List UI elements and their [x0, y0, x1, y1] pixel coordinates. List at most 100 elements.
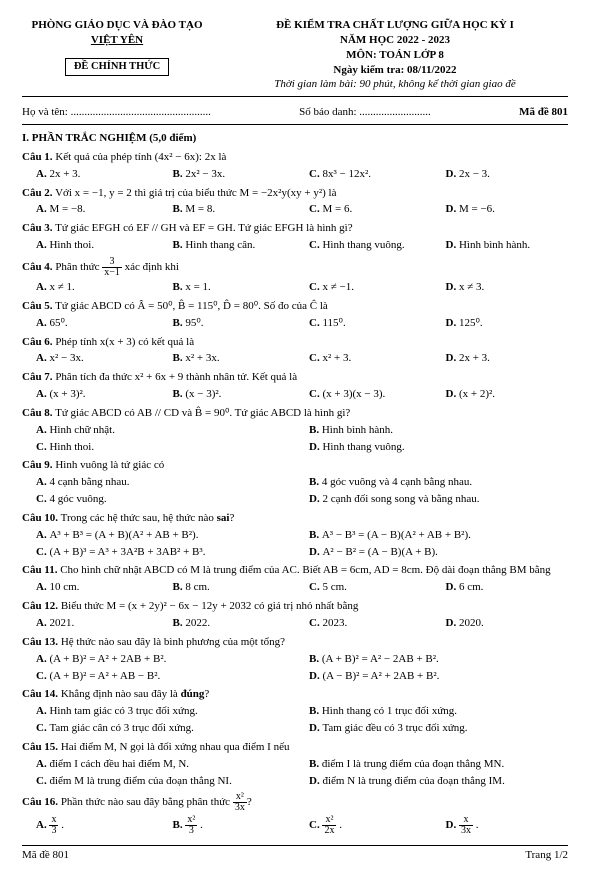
q2-options: A. M = −8. B. M = 8. C. M = 6. D. M = −6… [22, 201, 568, 218]
q12-a: A. 2021. [22, 615, 159, 632]
q6-a: A. x² − 3x. [22, 350, 159, 367]
subject-line: MÔN: TOÁN LỚP 8 [222, 48, 568, 63]
district-line: VIỆT YÊN [22, 33, 212, 48]
q10-stem-post: ? [229, 512, 234, 524]
q13-stem: Hệ thức nào sau đây là bình phương của m… [58, 636, 285, 648]
q4-b: B. x = 1. [159, 279, 296, 296]
q11-b: B. 8 cm. [159, 579, 296, 596]
q11-label: Câu 11. [22, 564, 57, 576]
q14-a: A. Hình tam giác có 3 trục đối xứng. [22, 703, 295, 720]
q5-options: A. 65⁰. B. 95⁰. C. 115⁰. D. 125⁰. [22, 315, 568, 332]
q9-c: C. 4 góc vuông. [22, 491, 295, 508]
q8-options: A. Hình chữ nhật. B. Hình bình hành. C. … [22, 422, 568, 456]
q2-label: Câu 2. [22, 187, 53, 199]
q10-c: C. (A + B)³ = A³ + 3A²B + 3AB² + B³. [22, 544, 295, 561]
q13-label: Câu 13. [22, 636, 58, 648]
q15-stem: Hai điểm M, N gọi là đối xứng nhau qua đ… [58, 741, 289, 753]
q12-c: C. 2023. [295, 615, 432, 632]
question-11: Câu 11. Cho hình chữ nhật ABCD có M là t… [22, 563, 568, 578]
q7-b: B. (x − 3)². [159, 386, 296, 403]
q1-c: C. 8x³ − 12x². [295, 166, 432, 183]
q7-label: Câu 7. [22, 371, 53, 383]
q6-stem: Phép tính x(x + 3) có kết quả là [53, 336, 195, 348]
q4-d: D. x ≠ 3. [432, 279, 569, 296]
q5-b: B. 95⁰. [159, 315, 296, 332]
q7-stem: Phân tích đa thức x² + 6x + 9 thành nhân… [53, 371, 298, 383]
q14-d: D. Tam giác đều có 3 trục đối xứng. [295, 720, 568, 737]
exam-code: Mã đề 801 [519, 105, 568, 120]
question-4: Câu 4. Phân thức 3x−1 xác định khi [22, 257, 568, 278]
footer-page: Trang 1/2 [525, 848, 568, 863]
q3-c: C. Hình thang vuông. [295, 237, 432, 254]
q16-stem-pre: Phần thức nào sau đây bằng phân thức [58, 796, 233, 808]
q10-label: Câu 10. [22, 512, 58, 524]
q5-c: C. 115⁰. [295, 315, 432, 332]
name-row: Họ và tên: .............................… [22, 105, 568, 120]
q14-c: C. Tam giác cân có 3 trục đối xứng. [22, 720, 295, 737]
q16-frac: x²3x [233, 792, 247, 813]
q9-a: A. 4 cạnh bằng nhau. [22, 474, 295, 491]
name-field: Họ và tên: .............................… [22, 105, 211, 120]
dept-line: PHÒNG GIÁO DỤC VÀ ĐÀO TẠO [22, 18, 212, 33]
q1-d: D. 2x − 3. [432, 166, 569, 183]
q3-b: B. Hình thang cân. [159, 237, 296, 254]
q8-d: D. Hình thang vuông. [295, 439, 568, 456]
divider [22, 96, 568, 97]
q13-d: D. (A − B)² = A² + 2AB + B². [295, 668, 568, 685]
section-1-title: I. PHẦN TRẮC NGHIỆM (5,0 điểm) [22, 131, 568, 146]
q1-options: A. 2x + 3. B. 2x² − 3x. C. 8x³ − 12x². D… [22, 166, 568, 183]
q11-stem: Cho hình chữ nhật ABCD có M là trung điể… [57, 564, 550, 576]
q12-d: D. 2020. [432, 615, 569, 632]
id-field: Số báo danh: .......................... [299, 105, 431, 120]
q13-b: B. (A + B)² = A² − 2AB + B². [295, 651, 568, 668]
q13-c: C. (A + B)² = A² + AB − B². [22, 668, 295, 685]
q11-c: C. 5 cm. [295, 579, 432, 596]
q6-label: Câu 6. [22, 336, 53, 348]
q5-stem: Tứ giác ABCD có Â = 50⁰, B̂ = 115⁰, D̂ =… [53, 300, 328, 312]
q5-a: A. 65⁰. [22, 315, 159, 332]
question-6: Câu 6. Phép tính x(x + 3) có kết quả là [22, 335, 568, 350]
q15-c: C. điểm M là trung điểm của đoạn thẳng N… [22, 773, 295, 790]
q7-c: C. (x + 3)(x − 3). [295, 386, 432, 403]
q8-label: Câu 8. [22, 407, 53, 419]
q13-options: A. (A + B)² = A² + 2AB + B². B. (A + B)²… [22, 651, 568, 685]
q2-c: C. M = 6. [295, 201, 432, 218]
q7-options: A. (x + 3)². B. (x − 3)². C. (x + 3)(x −… [22, 386, 568, 403]
q9-d: D. 2 cạnh đối song song và bằng nhau. [295, 491, 568, 508]
q12-options: A. 2021. B. 2022. C. 2023. D. 2020. [22, 615, 568, 632]
q2-a: A. M = −8. [22, 201, 159, 218]
q15-b: B. điểm I là trung điểm của đoạn thẳng M… [295, 756, 568, 773]
page-footer: Mã đề 801 Trang 1/2 [22, 845, 568, 863]
exam-title: ĐỀ KIỂM TRA CHẤT LƯỢNG GIỮA HỌC KỲ I [222, 18, 568, 33]
question-7: Câu 7. Phân tích đa thức x² + 6x + 9 thà… [22, 370, 568, 385]
question-8: Câu 8. Tứ giác ABCD có AB // CD và B̂ = … [22, 406, 568, 421]
header-left: PHÒNG GIÁO DỤC VÀ ĐÀO TẠO VIỆT YÊN ĐỀ CH… [22, 18, 212, 92]
q10-bold: sai [217, 512, 230, 524]
q16-a: A. x3 . [22, 814, 159, 837]
q3-d: D. Hình bình hành. [432, 237, 569, 254]
q10-stem-pre: Trong các hệ thức sau, hệ thức nào [58, 512, 217, 524]
question-9: Câu 9. Hình vuông là tứ giác có [22, 458, 568, 473]
q11-options: A. 10 cm. B. 8 cm. C. 5 cm. D. 6 cm. [22, 579, 568, 596]
q4-a: A. x ≠ 1. [22, 279, 159, 296]
q3-options: A. Hình thoi. B. Hình thang cân. C. Hình… [22, 237, 568, 254]
question-1: Câu 1. Kết quả của phép tính (4x² − 6x):… [22, 150, 568, 165]
q8-stem: Tứ giác ABCD có AB // CD và B̂ = 90⁰. Tứ… [53, 407, 351, 419]
q13-a: A. (A + B)² = A² + 2AB + B². [22, 651, 295, 668]
q9-stem: Hình vuông là tứ giác có [53, 459, 165, 471]
q7-a: A. (x + 3)². [22, 386, 159, 403]
q6-options: A. x² − 3x. B. x² + 3x. C. x² + 3. D. 2x… [22, 350, 568, 367]
q15-a: A. điểm I cách đều hai điểm M, N. [22, 756, 295, 773]
q5-label: Câu 5. [22, 300, 53, 312]
official-box: ĐỀ CHÍNH THỨC [65, 58, 169, 76]
q15-options: A. điểm I cách đều hai điểm M, N. B. điể… [22, 756, 568, 790]
question-10: Câu 10. Trong các hệ thức sau, hệ thức n… [22, 511, 568, 526]
q14-options: A. Hình tam giác có 3 trục đối xứng. B. … [22, 703, 568, 737]
question-5: Câu 5. Tứ giác ABCD có Â = 50⁰, B̂ = 115… [22, 299, 568, 314]
q6-c: C. x² + 3. [295, 350, 432, 367]
q15-label: Câu 15. [22, 741, 58, 753]
q16-d: D. x3x . [432, 814, 569, 837]
q4-fraction: 3x−1 [102, 257, 122, 278]
footer-code: Mã đề 801 [22, 848, 69, 863]
q2-b: B. M = 8. [159, 201, 296, 218]
